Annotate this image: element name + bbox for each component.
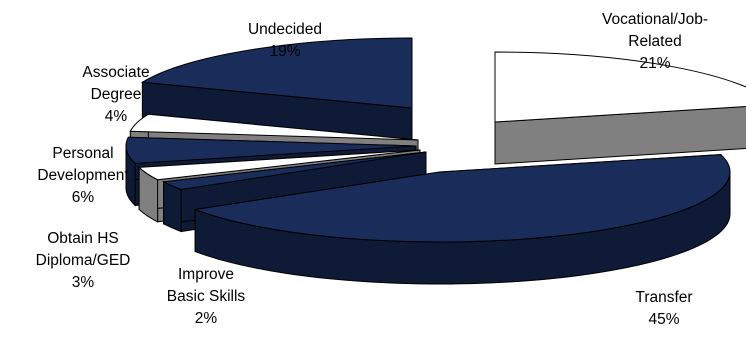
slice-label-line: Degree	[91, 86, 142, 103]
pie-slice-improve-basic-skills	[161, 151, 427, 191]
slice-tops	[125, 37, 746, 243]
slice-percent: 3%	[72, 274, 95, 291]
slice-label-line: Diploma/GED	[36, 252, 131, 269]
slice-label-line: Vocational/Job-	[602, 11, 708, 28]
pie-slice-vocational-job-related	[494, 51, 746, 123]
slice-percent: 2%	[195, 310, 218, 327]
slice-label-line: Basic Skills	[167, 288, 246, 305]
slice-labels: Vocational/Job- Related 21% Transfer 45% Impr…	[36, 11, 708, 328]
slice-label-line: Related	[628, 33, 681, 50]
slice-percent: 6%	[72, 189, 95, 206]
slice-outer-wall	[163, 180, 182, 233]
pie-slice-associate-degree	[129, 113, 419, 141]
pie-slice-obtain-hs-diploma-ged	[137, 149, 421, 181]
slice-label: Obtain HS Diploma/GED 3%	[36, 230, 131, 291]
slice-label: Personal Development 6%	[37, 145, 129, 206]
slice-label: Associate Degree 4%	[82, 64, 149, 125]
slice-label-line: Transfer	[635, 289, 692, 306]
slice-label-line: Associate	[82, 64, 149, 81]
pie-slice-personal-development	[125, 136, 417, 164]
pie-slice-transfer	[193, 154, 731, 243]
slice-label-line: Development	[37, 167, 129, 184]
slice-label-line: Improve	[178, 266, 234, 283]
slice-label-line: Undecided	[248, 21, 322, 38]
slice-percent: 45%	[648, 311, 679, 328]
slice-label: Undecided 19%	[248, 21, 322, 60]
slice-label: Vocational/Job- Related 21%	[602, 11, 708, 72]
slice-percent: 21%	[639, 55, 670, 72]
slice-label: Transfer 45%	[635, 289, 692, 328]
slice-label: Improve Basic Skills 2%	[167, 266, 246, 327]
slice-percent: 19%	[269, 43, 300, 60]
slice-label-line: Personal	[52, 145, 113, 162]
slice-label-line: Obtain HS	[47, 230, 119, 247]
slice-percent: 4%	[105, 108, 128, 125]
pie-slice-undecided	[140, 37, 413, 109]
